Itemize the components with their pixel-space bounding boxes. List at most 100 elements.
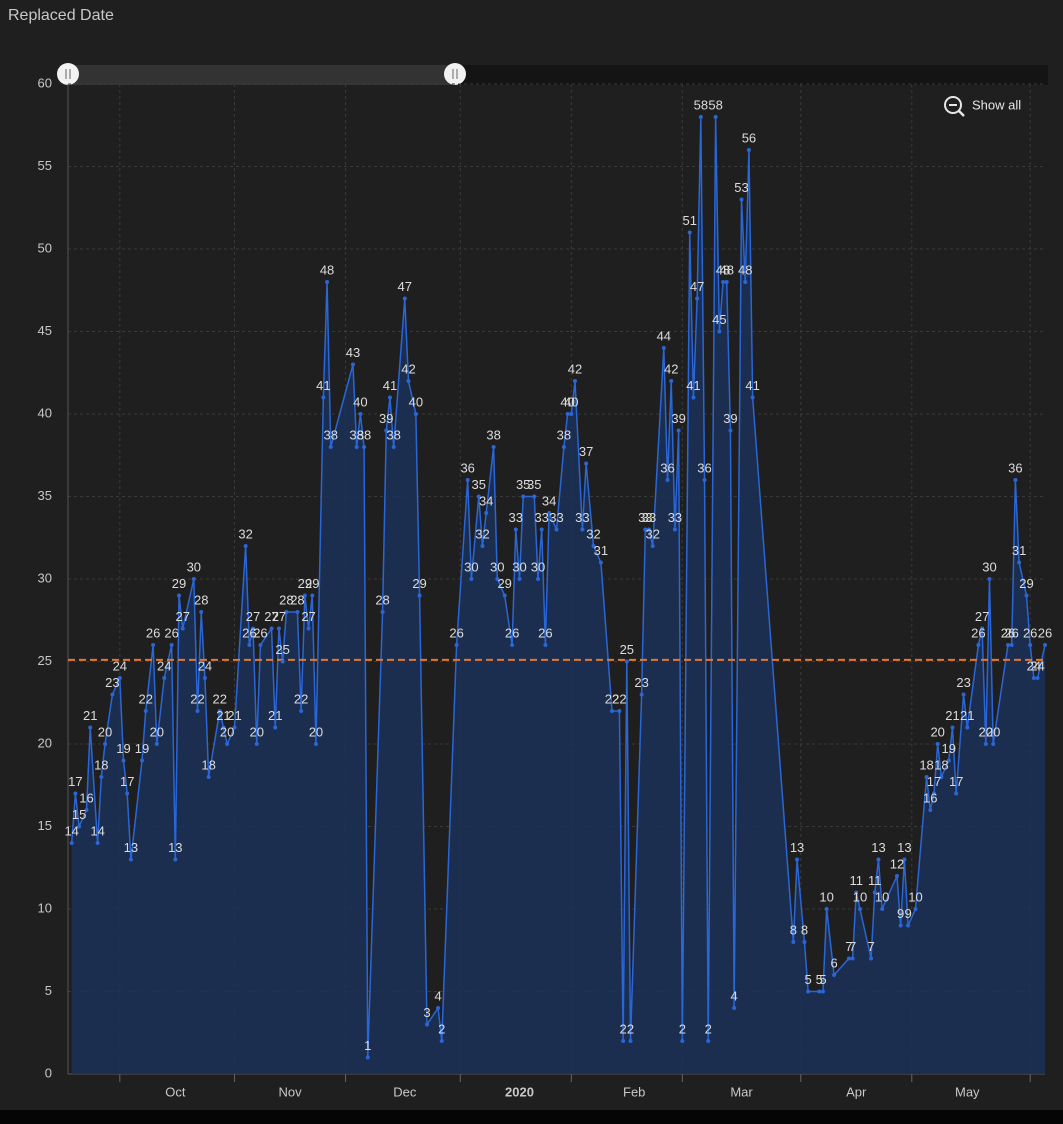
point [880,907,885,911]
area [71,117,1046,1074]
show-all-button[interactable]: Show all [944,96,1021,117]
point [691,395,696,400]
data-label: 27 [264,609,278,624]
point [850,956,855,961]
point [454,643,459,647]
point [302,593,307,598]
point [624,659,629,664]
data-label: 19 [135,741,149,756]
point [591,544,596,548]
data-label: 29 [305,576,319,591]
data-label: 30 [982,559,996,574]
data-label: 23 [956,675,970,690]
data-label: 29 [412,576,426,591]
point [939,775,944,779]
data-label: 26 [242,625,256,640]
data-label: 39 [671,411,685,426]
data-label: 39 [379,411,393,426]
data-label: 32 [586,526,600,541]
data-label: 7 [849,939,856,954]
data-label: 2 [438,1021,445,1036]
data-label: 44 [657,328,671,343]
data-label: 27 [975,609,989,624]
point [299,709,304,713]
point [746,148,751,152]
point [151,643,156,647]
point [510,643,515,647]
data-label: 13 [790,840,804,855]
data-label: 9 [904,906,911,921]
point [717,329,722,334]
point [802,940,807,944]
point [950,725,955,730]
data-label: 48 [738,262,752,277]
data-label: 32 [238,526,252,541]
data-label: 20 [979,724,993,739]
point [406,379,411,383]
point [532,494,537,499]
x-tick-label: Mar [730,1084,753,1099]
point [702,478,707,482]
point [199,610,204,614]
point [243,544,248,548]
data-label: 2 [679,1021,686,1036]
data-label: 38 [486,427,500,442]
point [698,115,703,119]
data-label: 35 [527,477,541,492]
data-label: 21 [227,708,241,723]
data-label: 39 [723,411,737,426]
slider-handle-right[interactable] [444,63,466,85]
data-label: 21 [268,708,282,723]
data-label: 24 [157,658,171,673]
data-label: 27 [246,609,260,624]
point [898,923,903,928]
slider-range[interactable] [68,65,455,85]
data-label: 16 [79,790,93,805]
data-label: 21 [945,708,959,723]
data-label: 41 [316,378,330,393]
x-tick-label: Dec [393,1084,417,1099]
point [1009,643,1014,647]
point [795,857,800,862]
point [117,676,122,680]
data-label: 58 [708,97,722,112]
data-label: 43 [346,345,360,360]
point [687,230,692,235]
point [554,527,559,532]
data-label: 48 [320,262,334,277]
data-label: 40 [560,394,574,409]
point [906,923,911,928]
point [621,1039,626,1043]
point [739,197,744,202]
data-label: 51 [682,213,696,228]
point [573,379,578,383]
point [665,478,670,482]
point [854,890,859,895]
point [358,412,363,416]
y-tick-label: 40 [38,405,52,420]
point [350,362,355,367]
point [913,907,918,911]
data-label: 34 [479,493,493,508]
data-label: 10 [875,889,889,904]
data-label: 22 [190,691,204,706]
point [121,758,126,763]
data-label: 38 [386,427,400,442]
data-label: 27 [175,609,189,624]
data-label: 48 [720,262,734,277]
data-label: 22 [212,691,226,706]
point [806,989,811,994]
point [491,445,496,449]
slider-handle-left[interactable] [57,63,79,85]
point [517,577,522,581]
point [202,676,207,680]
data-label: 18 [934,757,948,772]
point [987,577,992,581]
show-all-label[interactable]: Show all [972,97,1021,112]
data-label: 18 [94,757,108,772]
data-label: 28 [375,592,389,607]
data-label: 5 [816,972,823,987]
data-label: 33 [575,510,589,525]
point [669,379,674,383]
